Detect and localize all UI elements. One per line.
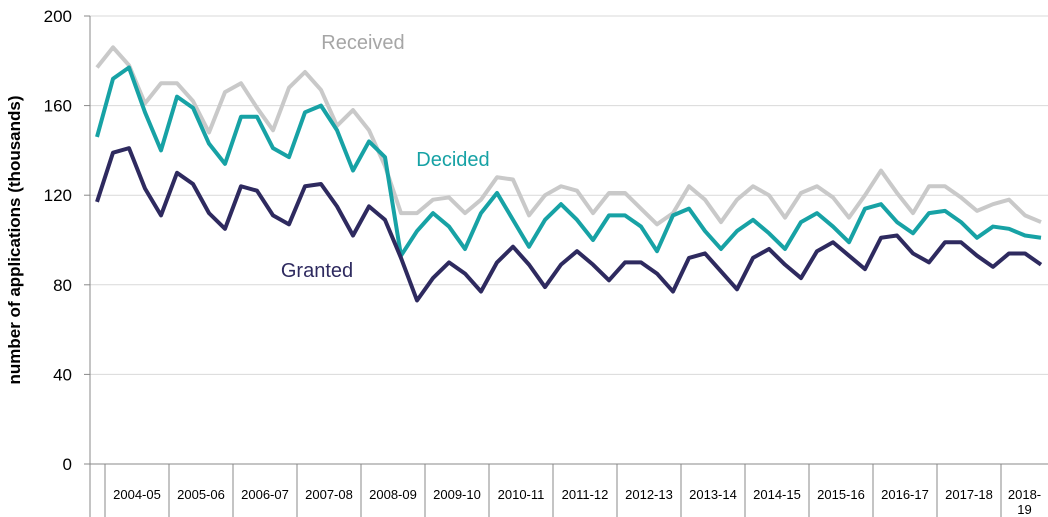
y-tick-label: 0 [63,455,72,474]
x-tick-label: 2008-09 [369,487,417,502]
x-tick-label: 2013-14 [689,487,737,502]
x-tick-label: 2014-15 [753,487,801,502]
series-line [95,65,1042,258]
x-tick-label: 2011-12 [562,487,609,502]
x-tick-label: 2010-11 [498,487,545,502]
y-tick-label: 80 [53,276,72,295]
x-tick-label: 2012-13 [625,487,673,502]
x-tick-label: 2016-17 [881,487,929,502]
y-tick-label: 120 [44,186,72,205]
x-tick-label-line: 2018- [1008,487,1041,502]
x-tick-label-line: 19 [1017,502,1031,517]
x-tick-label: 2009-10 [433,487,481,502]
series-line [95,45,1042,227]
y-tick-label: 40 [53,365,72,384]
series-label: Granted [281,260,353,282]
x-tick-label: 2015-16 [817,487,865,502]
series-label: Received [321,32,404,54]
x-tick-label: 2018-19 [1008,487,1041,517]
y-tick-label: 160 [44,97,72,116]
series-label: Decided [416,149,489,171]
series-line [95,146,1043,303]
x-tick-label: 2005-06 [177,487,225,502]
x-tick-label: 2006-07 [241,487,289,502]
y-tick-label: 200 [44,7,72,26]
y-axis-title: number of applications (thousands) [5,95,24,384]
x-tick-label: 2017-18 [945,487,993,502]
x-tick-label: 2004-05 [113,487,161,502]
x-tick-label: 2007-08 [305,487,353,502]
